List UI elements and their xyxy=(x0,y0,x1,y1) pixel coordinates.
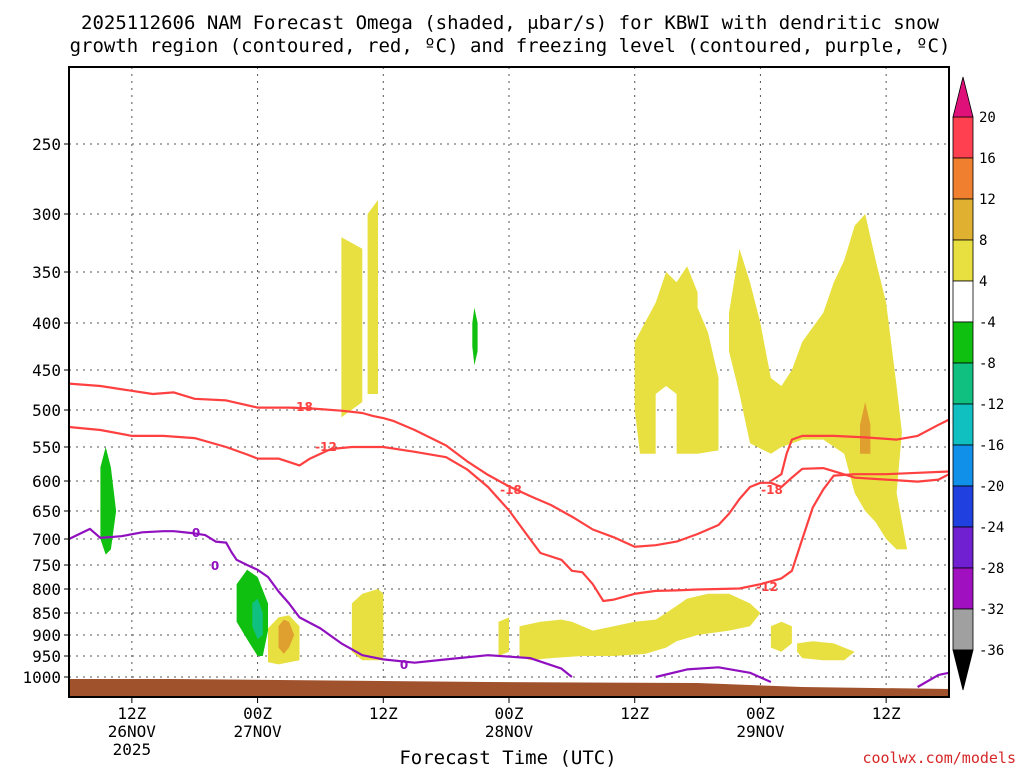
chart-title-line-1: 2025112606 NAM Forecast Omega (shaded, μ… xyxy=(81,12,939,34)
contour-label-freezing-b: 0 xyxy=(211,559,219,573)
y-tick-label-1000: 1000 xyxy=(22,668,61,687)
colorbar-label-0: 20 xyxy=(979,110,996,126)
y-tick-label-550: 550 xyxy=(32,438,61,457)
contour-line-2 xyxy=(770,418,949,482)
y-tick-label-750: 750 xyxy=(32,556,61,575)
colorbar-swatch-7 xyxy=(952,403,974,446)
omega-region-6 xyxy=(634,266,719,454)
x-tick-label-18-1: 27NOV xyxy=(233,722,282,741)
y-tick-label-500: 500 xyxy=(32,401,61,420)
contour-label-freezing-a: 0 xyxy=(192,526,200,540)
y-axis-pressure: 250 300 350 400 450 500 550 600 650 700 750 800 850 9… xyxy=(22,135,69,687)
x-axis-label: Forecast Time (UTC) xyxy=(399,747,616,768)
x-tick-label-66-1: 29NOV xyxy=(736,722,785,741)
colorbar-swatch-5 xyxy=(952,321,974,364)
colorbar-label-6: -8 xyxy=(979,356,996,372)
y-tick-label-600: 600 xyxy=(32,472,61,491)
colorbar-label-8: -16 xyxy=(979,438,1004,454)
chart-title-line-2: growth region (contoured, red, ºC) and f… xyxy=(70,35,951,57)
colorbar-swatch-10 xyxy=(952,526,974,569)
x-tick-label-42-0: 00Z xyxy=(495,704,524,723)
contour-label-minus18-c: -18 xyxy=(761,483,783,497)
colorbar-swatch-4 xyxy=(952,280,974,323)
colorbar-label-9: -20 xyxy=(979,479,1004,495)
colorbar-bottom-arrow xyxy=(952,649,974,691)
omega-region-10 xyxy=(278,619,295,654)
omega-shading xyxy=(100,200,908,665)
y-tick-label-700: 700 xyxy=(32,530,61,549)
omega-region-8 xyxy=(770,621,792,652)
omega-region-3 xyxy=(351,589,384,661)
credit-text: coolwx.com/models xyxy=(862,749,1016,767)
x-tick-label-42-1: 28NOV xyxy=(485,722,534,741)
contour-label-freezing-c: 0 xyxy=(400,658,408,672)
omega-region-5 xyxy=(519,593,761,661)
x-tick-label-66-0: 00Z xyxy=(746,704,775,723)
y-tick-label-850: 850 xyxy=(32,604,61,623)
terrain-layer xyxy=(69,679,949,697)
y-tick-label-650: 650 xyxy=(32,502,61,521)
colorbar-swatch-2 xyxy=(952,198,974,241)
x-tick-label-6-1: 26NOV xyxy=(108,722,157,741)
omega-region-11 xyxy=(860,402,871,454)
x-tick-label-18-0: 00Z xyxy=(243,704,272,723)
colorbar-swatch-11 xyxy=(952,567,974,610)
colorbar-label-13: -36 xyxy=(979,643,1004,659)
colorbar-swatch-3 xyxy=(952,239,974,282)
colorbar-top-arrow xyxy=(952,76,974,118)
colorbar-label-11: -28 xyxy=(979,561,1004,577)
colorbar-label-7: -12 xyxy=(979,397,1004,413)
y-tick-label-350: 350 xyxy=(32,263,61,282)
x-tick-label-6-0: 12Z xyxy=(117,704,146,723)
colorbar-swatch-0 xyxy=(952,116,974,159)
omega-region-0 xyxy=(341,237,363,418)
x-tick-label-78-0: 12Z xyxy=(872,704,901,723)
y-tick-label-250: 250 xyxy=(32,135,61,154)
y-tick-label-950: 950 xyxy=(32,647,61,666)
contour-line-0 xyxy=(69,382,949,548)
colorbar-label-1: 16 xyxy=(979,151,996,167)
omega-region-4 xyxy=(498,617,509,656)
contour-labels: -18 -12 -18 -18 -12 0 0 0 xyxy=(192,400,783,672)
colorbar-swatch-12 xyxy=(952,608,974,651)
x-tick-label-6-2: 2025 xyxy=(113,740,152,759)
omega-region-9 xyxy=(797,641,855,661)
terrain-fill xyxy=(69,679,949,697)
colorbar-label-3: 8 xyxy=(979,233,987,249)
colorbar-swatch-9 xyxy=(952,485,974,528)
x-tick-label-54-0: 12Z xyxy=(620,704,649,723)
colorbar-label-12: -32 xyxy=(979,602,1004,618)
contour-line-3 xyxy=(69,527,573,678)
omega-region-15 xyxy=(252,598,263,640)
contour-label-minus12-b: -12 xyxy=(756,580,778,594)
contour-line-4 xyxy=(655,666,772,684)
contour-label-minus18-b: -18 xyxy=(500,483,522,497)
y-tick-label-400: 400 xyxy=(32,314,61,333)
contour-label-minus12-a: -12 xyxy=(315,440,337,454)
colorbar-label-5: -4 xyxy=(979,315,996,331)
colorbar-swatch-1 xyxy=(952,157,974,200)
colorbar-swatch-8 xyxy=(952,444,974,487)
omega-region-7 xyxy=(729,214,908,550)
y-tick-label-300: 300 xyxy=(32,205,61,224)
colorbar-label-4: 4 xyxy=(979,274,987,290)
y-tick-label-800: 800 xyxy=(32,580,61,599)
omega-region-14 xyxy=(472,307,478,366)
colorbar-label-10: -24 xyxy=(979,520,1004,536)
omega-region-1 xyxy=(367,200,378,394)
contour-line-1 xyxy=(69,425,949,603)
colorbar-swatch-6 xyxy=(952,362,974,405)
colorbar: 20 16 12 8 4 -4 -8 -12 -16 -20 -24 -28 -32 -36 xyxy=(952,76,1004,691)
y-tick-label-450: 450 xyxy=(32,361,61,380)
omega-region-12 xyxy=(100,447,117,555)
y-tick-label-900: 900 xyxy=(32,626,61,645)
contour-label-minus18-a: -18 xyxy=(291,400,313,414)
contour-lines xyxy=(69,382,949,688)
x-tick-label-30-0: 12Z xyxy=(369,704,398,723)
contour-line-5 xyxy=(917,671,949,688)
colorbar-label-2: 12 xyxy=(979,192,996,208)
